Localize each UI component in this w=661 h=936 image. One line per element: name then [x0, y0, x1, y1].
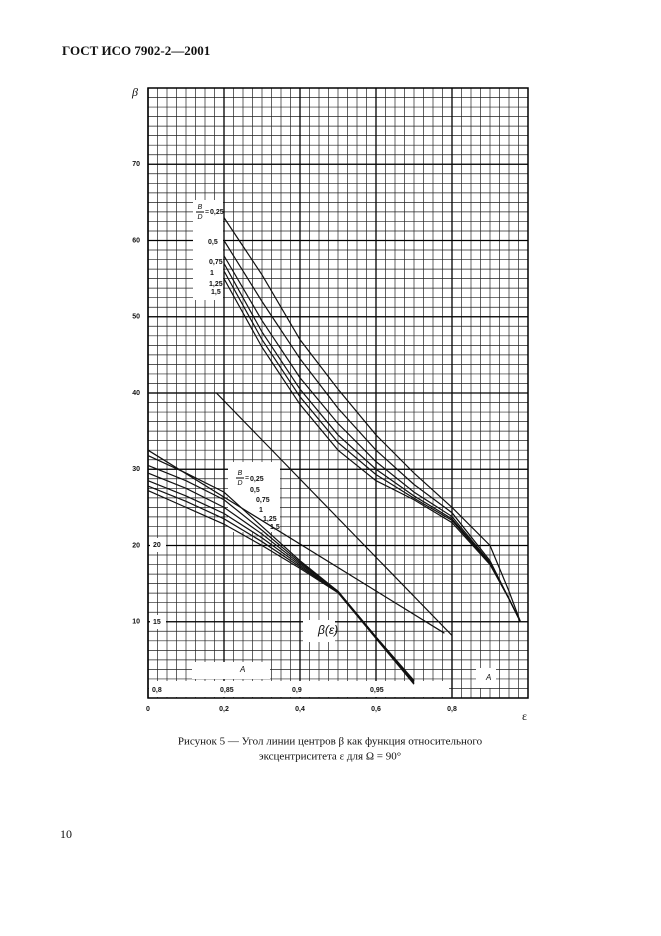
- annotation: A: [239, 665, 245, 674]
- x-tick-label: 0,6: [371, 706, 381, 713]
- caption-line: эксцентриситета ε для Ω = 90°: [259, 751, 401, 763]
- annotation: A: [485, 673, 491, 682]
- label-box: [150, 538, 166, 552]
- legend-label: 1,5: [270, 524, 280, 531]
- annotation: β(ε): [317, 623, 338, 637]
- annotation: 0,85: [220, 687, 234, 694]
- annotation: 0,9: [292, 687, 302, 694]
- legend-label: 1,25: [209, 281, 223, 288]
- annotation: 0,8: [152, 687, 162, 694]
- header: ГОСТ ИСО 7902-2—2001: [62, 43, 210, 58]
- y-tick-label: 40: [132, 390, 140, 397]
- annotation: 0,95: [370, 687, 384, 694]
- label-box: [303, 620, 335, 642]
- legend-label: 1,5: [211, 289, 221, 296]
- legend-label: 1: [259, 507, 263, 514]
- legend-fraction-denominator: D: [237, 480, 242, 487]
- legend-sign: =: [245, 475, 249, 482]
- legend-label: 0,25: [250, 476, 264, 483]
- legend-fraction-denominator: D: [197, 214, 202, 221]
- curve: [223, 217, 521, 622]
- legend-box: [228, 462, 280, 532]
- label-strip: [149, 681, 449, 697]
- label-box: [150, 615, 166, 629]
- label-box: [192, 662, 270, 679]
- legend-label: 0,5: [250, 487, 260, 494]
- curve: [147, 449, 445, 634]
- page-number: 10: [60, 827, 72, 841]
- curve: [147, 490, 415, 685]
- legend-label: 1: [210, 270, 214, 277]
- y-tick-label: 50: [132, 314, 140, 321]
- x-tick-label: 0,2: [219, 706, 229, 713]
- y-tick-label: 10: [132, 619, 140, 626]
- x-tick-label: 0,4: [295, 706, 305, 713]
- y-tick-label: 20: [132, 542, 140, 549]
- legend-fraction-numerator: B: [238, 470, 243, 477]
- annotation: 15: [153, 619, 161, 626]
- y-tick-label: 60: [132, 237, 140, 244]
- x-tick-label: 0: [146, 706, 150, 713]
- legend-label: 0,75: [256, 497, 270, 504]
- y-axis-label: β: [131, 85, 138, 99]
- legend-label: 0,5: [208, 239, 218, 246]
- legend-label: 1,25: [263, 516, 277, 523]
- legend-box: [193, 200, 223, 300]
- curve: [148, 392, 453, 698]
- y-tick-label: 30: [132, 466, 140, 473]
- legend-label: 0,25: [210, 209, 224, 216]
- caption-line: Рисунок 5 — Угол линии центров β как фун…: [178, 736, 483, 748]
- y-tick-label: 70: [132, 161, 140, 168]
- x-tick-label: 0,8: [447, 706, 457, 713]
- legend-label: 0,75: [209, 259, 223, 266]
- label-box: [476, 668, 496, 688]
- curve: [223, 278, 521, 623]
- x-axis-label: ε: [522, 709, 527, 723]
- legend-fraction-numerator: B: [198, 204, 203, 211]
- annotation: 20: [153, 542, 161, 549]
- legend-sign: =: [205, 209, 209, 216]
